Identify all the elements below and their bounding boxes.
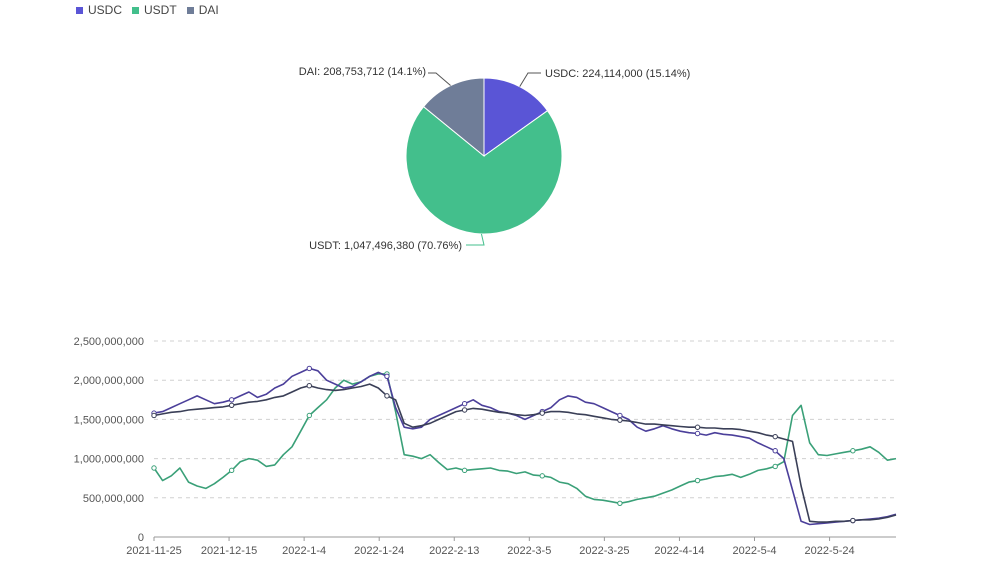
series-point-usdt[interactable]: [850, 448, 856, 454]
series-point-dai[interactable]: [306, 382, 313, 389]
x-tick-label: 2021-11-25: [126, 545, 181, 557]
x-tick-label: 2022-4-14: [654, 545, 704, 557]
series-point-dai[interactable]: [461, 407, 468, 413]
y-tick-label: 1,000,000,000: [74, 454, 144, 466]
series-point-dai[interactable]: [539, 410, 545, 416]
pie-leader-usdt: [466, 233, 485, 246]
x-tick-label: 2022-5-4: [732, 545, 776, 557]
legend-label-usdt: USDT: [144, 3, 177, 17]
pie-label-usdt: USDT: 1,047,496,380 (70.76%): [309, 240, 462, 252]
pie-chart: USDC: 224,114,000 (15.14%) USDT: 1,047,49…: [299, 66, 691, 252]
series-point-usdt[interactable]: [151, 465, 157, 471]
x-tick-label: 2022-2-13: [429, 545, 479, 557]
pie-slice-usdc[interactable]: [483, 77, 549, 157]
pie-leader-usdc: [519, 72, 541, 87]
series-line-usdc[interactable]: [153, 367, 897, 526]
x-tick-label: 2022-3-5: [507, 545, 551, 557]
series-point-usdc[interactable]: [694, 430, 701, 437]
series-point-usdt[interactable]: [461, 467, 468, 474]
legend-swatch-dai: [186, 6, 194, 14]
y-tick-label: 0: [138, 532, 144, 544]
y-tick-label: 500,000,000: [83, 493, 144, 505]
series-point-usdt[interactable]: [539, 473, 545, 479]
pie-label-dai: DAI: 208,753,712 (14.1%): [299, 66, 426, 78]
pie-slice-usdt[interactable]: [405, 105, 563, 235]
series-point-usdt[interactable]: [306, 412, 313, 419]
line-chart: 0 500,000,000 1,000,000,000 1,500,000,000 2,…: [74, 336, 897, 557]
legend-swatch-usdt: [132, 6, 140, 14]
series-point-dai[interactable]: [228, 402, 235, 408]
series-point-usdc[interactable]: [306, 365, 313, 372]
series-point-dai[interactable]: [384, 393, 390, 399]
x-tick-label: 2022-1-4: [282, 545, 326, 557]
series-point-usdt[interactable]: [694, 477, 701, 484]
series-line-dai[interactable]: [153, 383, 897, 523]
series-line-usdt[interactable]: [153, 373, 897, 505]
x-tick-label: 2022-1-24: [354, 545, 404, 557]
series-point-dai[interactable]: [151, 412, 157, 419]
series-point-usdt[interactable]: [228, 467, 235, 474]
series-point-usdc[interactable]: [461, 401, 468, 407]
series-point-usdc[interactable]: [772, 448, 778, 454]
legend-swatch-usdc: [76, 6, 83, 14]
x-tick-label: 2021-12-15: [201, 545, 257, 557]
series-point-usdc[interactable]: [617, 412, 623, 419]
legend-item-dai[interactable]: DAI: [186, 3, 219, 17]
chart-legend: USDC USDT DAI: [76, 3, 219, 17]
pie-label-usdc: USDC: 224,114,000 (15.14%): [545, 68, 690, 80]
y-tick-label: 1,500,000,000: [74, 414, 144, 426]
legend-label-dai: DAI: [198, 3, 219, 17]
legend-item-usdc[interactable]: USDC: [76, 3, 122, 17]
y-tick-label: 2,500,000,000: [74, 336, 144, 348]
legend-item-usdt[interactable]: USDT: [132, 3, 177, 17]
series-point-dai[interactable]: [850, 517, 856, 524]
series-point-usdc[interactable]: [384, 373, 390, 379]
series-point-usdc[interactable]: [228, 397, 235, 403]
y-tick-label: 2,000,000,000: [74, 375, 144, 387]
series-point-usdt[interactable]: [772, 463, 778, 470]
x-tick-label: 2022-3-25: [579, 545, 629, 557]
series-point-usdt[interactable]: [617, 500, 623, 506]
x-tick-label: 2022-5-24: [804, 545, 854, 557]
series-point-dai[interactable]: [772, 433, 778, 440]
series-point-dai[interactable]: [694, 424, 701, 430]
series-point-dai[interactable]: [617, 417, 623, 423]
pie-leader-dai: [428, 72, 451, 86]
legend-label-usdc: USDC: [88, 3, 123, 17]
